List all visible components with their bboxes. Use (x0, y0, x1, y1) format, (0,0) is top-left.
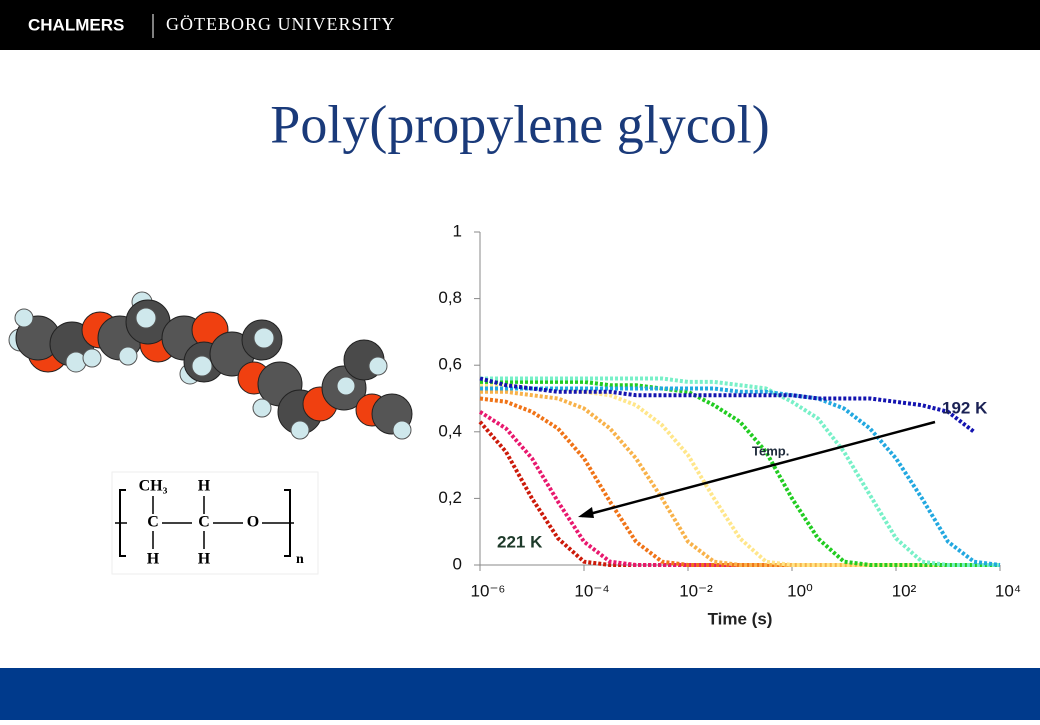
university: GÖTEBORG UNIVERSITY (166, 14, 396, 34)
series-line (480, 389, 1000, 567)
footer-bar (0, 668, 1040, 720)
annotation: Temp. (752, 443, 789, 458)
x-tick-label: 10² (892, 581, 917, 600)
annotation: 192 K (942, 398, 988, 417)
formula-text: H (198, 478, 211, 495)
header-bar (0, 0, 1040, 50)
series-line (478, 420, 1000, 567)
x-axis-label: Time (s) (708, 609, 773, 628)
series-line (479, 376, 976, 434)
y-tick-label: 0 (453, 554, 462, 573)
y-tick-label: 1 (453, 221, 462, 240)
formula-text: C (147, 514, 159, 531)
x-tick-label: 10⁻⁴ (574, 581, 609, 600)
formula-text: H (147, 551, 160, 568)
temp-arrow (581, 420, 936, 518)
x-tick-label: 10⁴ (995, 581, 1021, 600)
series-line (480, 376, 1000, 567)
annotation: 221 K (497, 532, 543, 551)
formula-text: H (198, 551, 211, 568)
y-tick-label: 0,6 (438, 355, 462, 374)
formula-text: C (198, 514, 210, 531)
x-tick-label: 10⁻² (679, 581, 713, 600)
series-line (478, 410, 1000, 567)
molecule (8, 291, 413, 440)
plot: 0 0,2 0,4 0,6 0,8 1 10⁻⁶ 10⁻⁴ 10⁻² 10⁰ 10² 10⁴ (438, 221, 1021, 600)
slide-title: Poly(propylene glycol) (270, 94, 769, 154)
y-tick-label: 0,4 (438, 421, 462, 440)
x-tick-label: 10⁰ (787, 581, 813, 600)
bonds (115, 496, 294, 549)
formula-text: CH₃ (139, 478, 168, 495)
series-line (480, 379, 1000, 567)
brand: CHALMERS (28, 15, 124, 34)
formula-text: n (296, 552, 304, 567)
formula: CH₃ H C C O H H n (111, 471, 319, 575)
formula-text: O (247, 514, 259, 531)
y-tick-label: 0,8 (438, 288, 462, 307)
arrow-head (578, 507, 594, 518)
x-tick-label: 10⁻⁶ (471, 581, 506, 600)
y-tick-label: 0,2 (438, 488, 462, 507)
series-line (480, 386, 1001, 567)
